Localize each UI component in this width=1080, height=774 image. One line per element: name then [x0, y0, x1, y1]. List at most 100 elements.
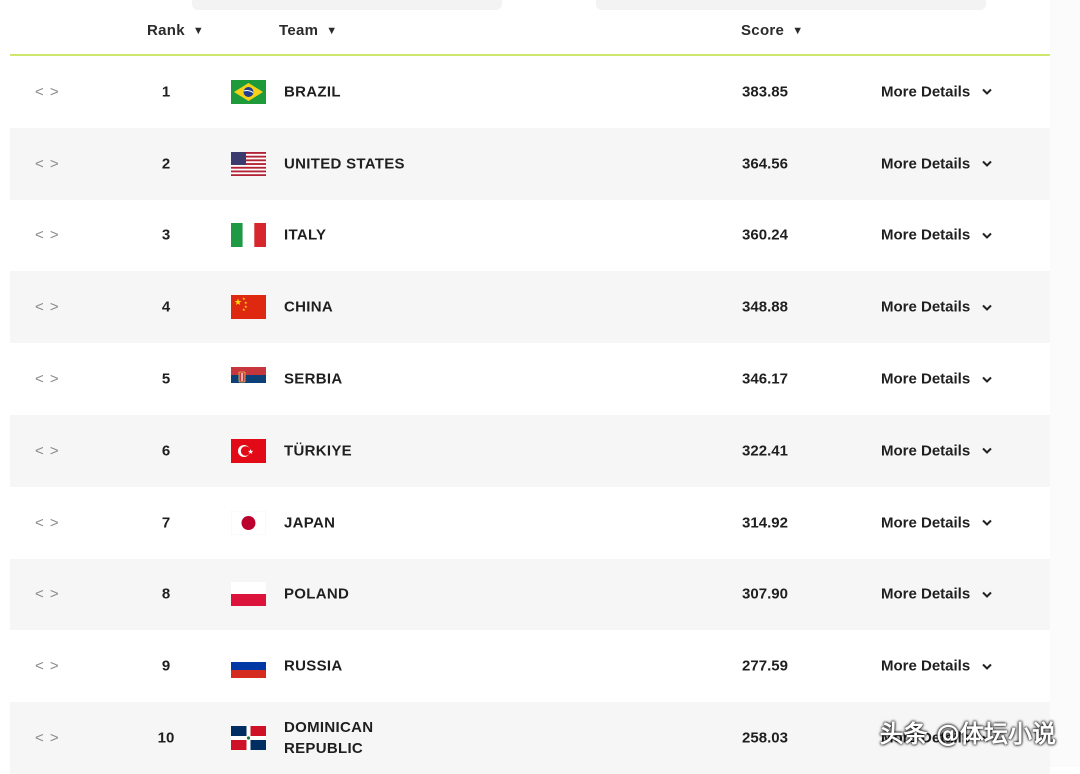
chevron-down-icon	[982, 89, 992, 96]
rank-value: 10	[157, 729, 175, 747]
more-details-button[interactable]: More Details	[881, 586, 994, 603]
dominican-republic-flag-icon	[231, 726, 266, 751]
team-name: ITALY	[284, 226, 327, 244]
rank-value: 3	[161, 226, 171, 244]
team-name: TÜRKIYE	[284, 442, 352, 460]
team-name: DOMINICAN REPUBLIC	[284, 717, 404, 759]
right-edge-panel	[1050, 0, 1080, 767]
score-value: 258.03	[742, 729, 788, 747]
expand-code-icon[interactable]: < >	[35, 657, 60, 675]
chevron-down-icon	[982, 160, 992, 168]
chevron-down-icon	[982, 735, 992, 742]
team-name: CHINA	[284, 298, 333, 316]
score-value: 364.56	[742, 155, 788, 173]
sort-down-icon: ▼	[792, 24, 804, 37]
italy-flag-icon	[231, 223, 266, 248]
svg-text:★: ★	[242, 307, 246, 312]
more-details-label: More Details	[881, 226, 971, 244]
more-details-label: More Details	[881, 83, 971, 101]
rank-header-label: Rank	[147, 22, 185, 39]
more-details-label: More Details	[881, 298, 971, 316]
expand-code-icon[interactable]: < >	[35, 442, 60, 460]
expand-code-icon[interactable]: < >	[35, 370, 60, 388]
more-details-label: More Details	[881, 657, 971, 675]
more-details-button[interactable]: More Details	[881, 442, 994, 459]
watermark: 头条 @体坛小说	[879, 720, 1056, 748]
table-row[interactable]: < > 5 SERBIA 346.17 More Details	[10, 343, 1050, 415]
team-name: POLAND	[284, 585, 350, 603]
rank-value: 7	[161, 514, 171, 532]
team-name-line-1: DOMINICAN	[284, 719, 374, 737]
table-row[interactable]: < > 7 JAPAN 314.92 More Details	[10, 487, 1050, 559]
svg-text:★: ★	[244, 304, 248, 309]
russia-flag-icon	[231, 654, 266, 679]
brazil-flag-icon	[231, 79, 266, 104]
more-details-label: More Details	[881, 155, 971, 173]
score-value: 360.24	[742, 226, 788, 244]
chevron-down-icon	[982, 519, 992, 527]
expand-code-icon[interactable]: < >	[35, 83, 60, 101]
more-details-button[interactable]: More Details	[881, 658, 994, 675]
rank-value: 8	[161, 585, 171, 603]
expand-code-icon[interactable]: < >	[35, 298, 60, 316]
more-details-button[interactable]: More Details	[881, 371, 994, 388]
sort-down-icon: ▼	[192, 24, 205, 37]
turkiye-flag-icon: ★	[231, 438, 266, 463]
expand-code-icon[interactable]: < >	[35, 729, 60, 747]
table-row[interactable]: < > 10 DOMINICAN REPUBLIC 258.03 More De…	[10, 702, 1050, 774]
usa-flag-icon	[231, 151, 266, 176]
chevron-down-icon	[982, 448, 992, 455]
more-details-button[interactable]: More Details	[881, 155, 994, 172]
more-details-button[interactable]: More Details	[881, 83, 994, 100]
table-row[interactable]: < > 9 RUSSIA 277.59 More Details	[10, 630, 1050, 702]
svg-text:★: ★	[242, 296, 246, 301]
serbia-flag-icon	[231, 367, 266, 392]
rank-value: 4	[161, 298, 171, 316]
chevron-down-icon	[982, 663, 992, 670]
expand-code-icon[interactable]: < >	[35, 514, 60, 532]
chevron-down-icon	[982, 232, 992, 239]
table-row[interactable]: < > 8 POLAND 307.90 More Details	[10, 558, 1050, 631]
svg-text:★: ★	[234, 297, 242, 307]
rank-value: 2	[161, 155, 171, 173]
table-row[interactable]: < > 2 UNITED STATES 364.56 More Details	[10, 127, 1050, 200]
more-details-button[interactable]: More Details	[881, 730, 994, 747]
svg-text:★: ★	[244, 300, 248, 305]
rankings-table: Rank ▼ Team ▼ Score ▼ < > 1 BRAZIL 383.8…	[10, 0, 1050, 774]
table-row[interactable]: < > 3 ITALY 360.24 More Details	[10, 200, 1050, 272]
expand-code-icon[interactable]: < >	[35, 155, 60, 173]
team-name: RUSSIA	[284, 657, 343, 675]
chevron-down-icon	[982, 376, 992, 383]
team-column-header[interactable]: Team ▼	[279, 22, 337, 39]
rank-column-header[interactable]: Rank ▼	[147, 22, 204, 39]
chevron-down-icon	[982, 304, 992, 311]
svg-text:★: ★	[248, 448, 254, 456]
rank-value: 6	[161, 442, 171, 460]
score-value: 277.59	[742, 657, 788, 675]
score-column-header[interactable]: Score ▼	[741, 22, 803, 39]
more-details-button[interactable]: More Details	[881, 227, 994, 244]
more-details-label: More Details	[881, 370, 971, 388]
china-flag-icon: ★ ★ ★ ★ ★	[231, 295, 266, 320]
table-header: Rank ▼ Team ▼ Score ▼	[10, 0, 1050, 56]
score-value: 348.88	[742, 298, 788, 316]
score-value: 322.41	[742, 442, 788, 460]
table-row[interactable]: < > 4 ★ ★ ★ ★ ★ CHINA 348.88 More Details	[10, 271, 1050, 344]
rank-value: 5	[161, 370, 171, 388]
team-name: UNITED STATES	[284, 155, 405, 173]
poland-flag-icon	[231, 582, 266, 607]
score-value: 346.17	[742, 370, 788, 388]
score-value: 307.90	[742, 585, 788, 603]
more-details-label: More Details	[881, 514, 971, 532]
table-row[interactable]: < > 6 ★ TÜRKIYE 322.41 More Details	[10, 414, 1050, 487]
japan-flag-icon	[231, 510, 266, 535]
table-row[interactable]: < > 1 BRAZIL 383.85 More Details	[10, 56, 1050, 128]
more-details-button[interactable]: More Details	[881, 299, 994, 316]
more-details-label: More Details	[881, 729, 971, 747]
score-value: 314.92	[742, 514, 788, 532]
team-name: BRAZIL	[284, 83, 341, 101]
team-name: JAPAN	[284, 514, 336, 532]
expand-code-icon[interactable]: < >	[35, 226, 60, 244]
expand-code-icon[interactable]: < >	[35, 585, 60, 603]
more-details-button[interactable]: More Details	[881, 514, 994, 531]
